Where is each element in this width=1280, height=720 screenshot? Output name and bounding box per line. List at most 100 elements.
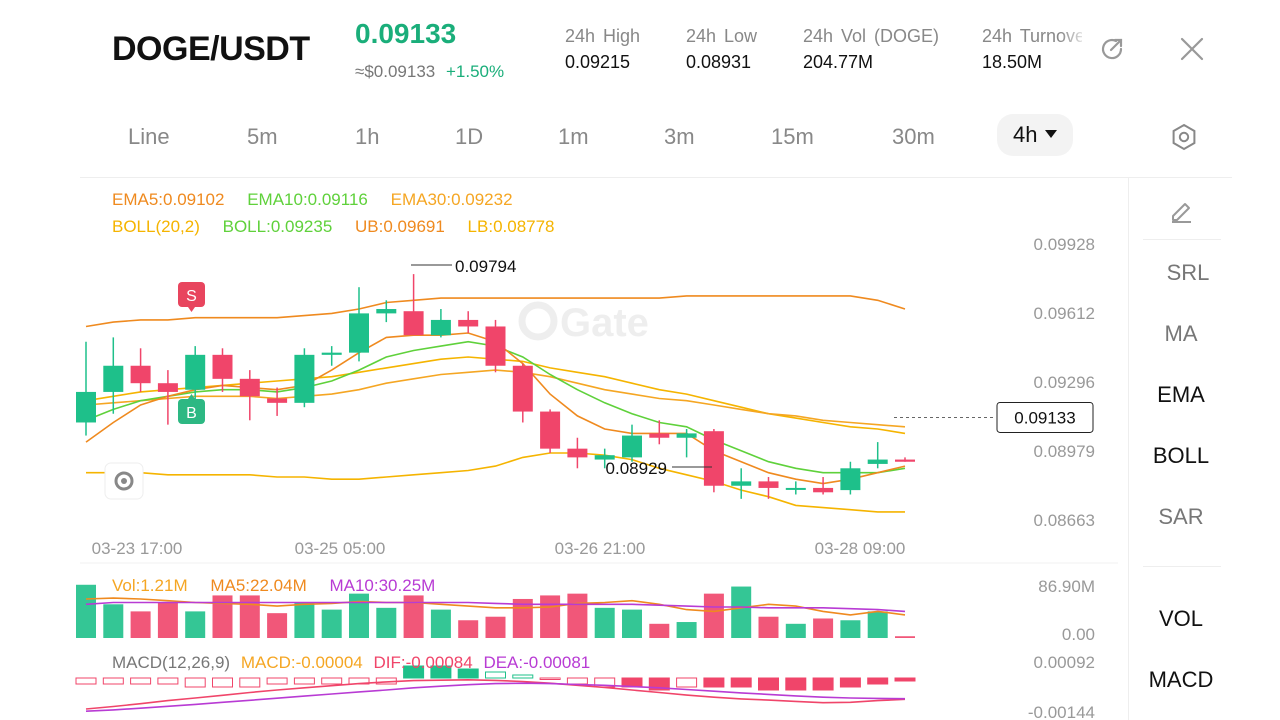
sidebar-item-srl[interactable]: SRL [1166, 260, 1210, 285]
tab-15m[interactable]: 15m [771, 124, 814, 149]
macd-histogram-bar [403, 665, 425, 679]
candle [622, 424, 642, 462]
volume-bar [485, 616, 506, 638]
macd-histogram-bar [839, 677, 861, 688]
sidebar-item-vol[interactable]: VOL [1158, 606, 1204, 631]
dea-legend: DEA:-0.00081 [483, 653, 591, 672]
chart-svg[interactable]: Gate 0.09928 0.09612 0.09296 0.08979 0.08663… [0, 178, 1128, 720]
stat-high-label: 24h High [565, 26, 641, 46]
macd-param-legend: MACD(12,26,9) [112, 653, 231, 672]
ema30-legend: EMA30:0.09232 [390, 190, 513, 209]
macd-histogram-bar [812, 677, 834, 691]
sidebar-item-ma[interactable]: MA [1164, 321, 1198, 346]
volume-bar [594, 607, 615, 638]
macd-histogram-bar [293, 677, 315, 685]
volume-bar [239, 595, 260, 638]
tab-4h[interactable]: 4h [997, 114, 1074, 156]
tab-line[interactable]: Line [128, 124, 170, 149]
y-tick-label: 0.08663 [1034, 511, 1095, 530]
macd-histogram-bar [730, 677, 752, 688]
candle [731, 468, 752, 499]
macd-histogram-bar [566, 677, 588, 685]
share-icon[interactable] [1097, 34, 1127, 64]
volume-bar [758, 616, 779, 638]
sidebar-item-ema[interactable]: EMA [1157, 382, 1205, 407]
macd-histogram-bar [184, 677, 206, 688]
close-icon[interactable] [1177, 34, 1207, 64]
ema30-line [85, 369, 906, 428]
tab-30m[interactable]: 30m [892, 124, 935, 149]
dif-legend: DIF:-0.00084 [373, 653, 473, 672]
volume-bar [540, 595, 561, 638]
pencil-icon[interactable] [1167, 196, 1195, 224]
chart-area[interactable]: Gate 0.09928 0.09612 0.09296 0.08979 0.08663… [0, 178, 1128, 720]
tab-1d[interactable]: 1D [455, 124, 484, 149]
volume-axis-label: 0.00 [1062, 625, 1095, 644]
candle-body [703, 431, 724, 486]
volume-bar [512, 598, 533, 638]
vol-legend: Vol:1.21M MA5:22.04M MA10:30.25M [112, 576, 453, 596]
sidebar-item-sar[interactable]: SAR [1158, 504, 1204, 529]
volume-bar [321, 609, 342, 638]
ema-legend: EMA5:0.09102 EMA10:0.09116 EMA30:0.09232 [112, 190, 531, 210]
stat-turnover-label: 24h Turnover [982, 26, 1082, 46]
ema10-legend: EMA10:0.09116 [247, 190, 368, 209]
candle-body [731, 481, 752, 486]
candle-body [458, 319, 479, 327]
tab-3m[interactable]: 3m [664, 124, 695, 149]
gate-watermark: Gate [518, 301, 649, 345]
candle [567, 437, 588, 469]
candle [458, 311, 479, 334]
sidebar-item-macd[interactable]: MACD [1148, 667, 1214, 692]
volume-bar [294, 602, 315, 638]
volume-bar [676, 622, 697, 638]
buy-marker[interactable]: B [178, 394, 205, 424]
candle [321, 346, 342, 366]
macd-histogram-bar [430, 665, 452, 679]
candle [130, 348, 151, 392]
volume-bar [840, 620, 861, 638]
candle [676, 429, 697, 458]
pair-title: DOGE/USDT [112, 30, 310, 68]
candle-body [267, 398, 288, 403]
macd-histogram-bar [266, 677, 288, 685]
volume-bar [895, 636, 915, 638]
candle [649, 420, 670, 445]
boll-ub-legend: UB:0.09691 [355, 217, 445, 236]
fiat-price-row: ≈$0.09133 +1.50% [355, 62, 504, 82]
volume-bar [567, 593, 588, 638]
volume-bar [157, 602, 178, 638]
y-tick-label: 0.09928 [1034, 235, 1095, 254]
macd-histogram-bar [485, 671, 506, 679]
candle-body [321, 352, 342, 355]
high-annotation-label: 0.09794 [455, 257, 516, 276]
settings-icon[interactable] [1169, 122, 1199, 152]
tab-5m[interactable]: 5m [247, 124, 278, 149]
volume-bar [76, 584, 96, 638]
macd-dif-line [85, 678, 906, 710]
volume-bar [267, 613, 288, 638]
candle-body [239, 378, 260, 397]
boll-mid-legend: BOLL:0.09235 [222, 217, 333, 236]
stat-high-value: 0.09215 [565, 52, 631, 72]
volume-bar [703, 593, 724, 638]
candle [703, 429, 724, 493]
tab-1m[interactable]: 1m [558, 124, 589, 149]
vol-ma10-line [85, 601, 906, 613]
volume-bar [649, 623, 670, 638]
sidebar-item-boll[interactable]: BOLL [1152, 443, 1210, 468]
boll-lower-band [86, 452, 905, 513]
volume-bar [867, 611, 888, 638]
tab-1h[interactable]: 1h [355, 124, 380, 149]
sell-marker[interactable]: S [178, 282, 205, 312]
stat-low-label: 24h Low [686, 26, 758, 46]
stat-volume-label: 24h Vol (DOGE) [803, 26, 940, 46]
candle-body [157, 383, 178, 392]
vol-ma5-legend: MA5:22.04M [210, 576, 307, 595]
macd-histogram-bar [157, 677, 179, 685]
macd-value-legend: MACD:-0.00004 [240, 653, 363, 672]
candle-body [785, 487, 806, 490]
chart-reset-button[interactable] [104, 462, 144, 500]
candle [239, 370, 260, 421]
candle-body [622, 435, 642, 458]
